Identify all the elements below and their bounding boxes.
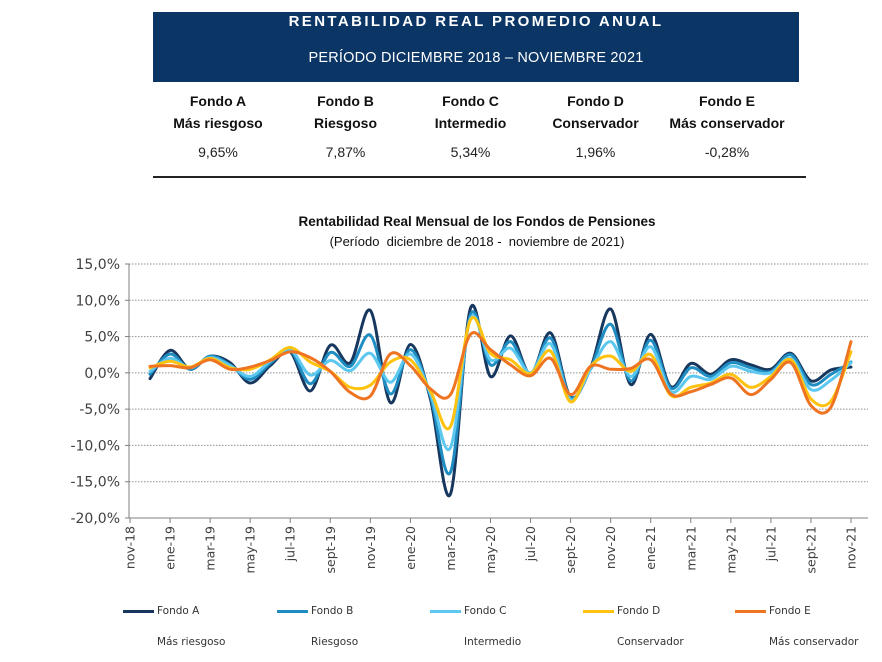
fund-profile: Más conservador — [669, 115, 785, 131]
x-tick-label: ene-20 — [403, 526, 418, 570]
y-tick-label: -15,0% — [70, 475, 120, 491]
x-tick-label: sept-19 — [323, 526, 338, 574]
x-tick-label: mar-21 — [683, 526, 698, 571]
x-tick-label: jul-19 — [283, 526, 298, 562]
y-tick-label: 0,0% — [84, 366, 120, 382]
legend-description: Intermedio — [464, 636, 522, 648]
legend-label: Fondo A — [157, 605, 200, 617]
fund-profile: Riesgoso — [313, 115, 377, 131]
y-tick-label: 15,0% — [76, 257, 120, 273]
y-tick-label: 10,0% — [76, 293, 120, 309]
fund-return-value: 5,34% — [450, 144, 491, 160]
fund-name: Fondo D — [567, 93, 624, 109]
legend-label: Fondo E — [769, 605, 811, 617]
legend-description: Riesgoso — [311, 636, 359, 648]
series-line-fondo-e — [148, 331, 853, 415]
legend-label: Fondo D — [617, 605, 661, 617]
x-tick-label: sept-20 — [563, 526, 578, 574]
fund-profile: Conservador — [552, 115, 639, 131]
summary-column-fondo-e: Fondo E Más conservador -0,28% — [658, 90, 796, 163]
y-tick-label: -5,0% — [79, 402, 120, 418]
series-line-fondo-a — [148, 303, 853, 498]
fund-return-value: 9,65% — [198, 144, 238, 160]
x-tick-label: nov-21 — [844, 526, 859, 569]
chart-title: Rentabilidad Real Mensual de los Fondos … — [298, 214, 656, 229]
y-tick-label: -20,0% — [70, 511, 120, 527]
series-line-fondo-b — [148, 310, 853, 476]
x-tick-label: may-21 — [723, 526, 738, 573]
x-tick-label: nov-20 — [603, 526, 618, 569]
legend-label: Fondo C — [464, 605, 507, 617]
legend-description: Conservador — [617, 636, 684, 648]
header-banner: RENTABILIDAD REAL PROMEDIO ANUAL PERÍODO… — [153, 12, 799, 82]
legend-label: Fondo B — [311, 605, 354, 617]
legend-line-swatch — [583, 610, 614, 613]
fund-return-value: 1,96% — [575, 144, 616, 160]
header-title: RENTABILIDAD REAL PROMEDIO ANUAL — [288, 13, 664, 30]
fund-return-value: 7,87% — [325, 144, 366, 160]
x-tick-label: jul-21 — [763, 526, 778, 562]
x-tick-label: jul-20 — [523, 526, 538, 562]
x-tick-label: nov-18 — [123, 526, 138, 569]
fund-name: Fondo C — [442, 93, 499, 109]
header-period: PERÍODO DICIEMBRE 2018 – NOVIEMBRE 2021 — [308, 50, 644, 66]
fund-profile: Intermedio — [434, 115, 507, 131]
fund-profile: Más riesgoso — [173, 115, 263, 131]
legend-line-swatch — [123, 610, 154, 613]
x-tick-label: mar-19 — [203, 526, 218, 571]
fund-return-value: -0,28% — [704, 144, 750, 160]
legend-line-swatch — [277, 610, 308, 613]
legend-description: Más riesgoso — [157, 636, 226, 648]
legend-line-swatch — [430, 610, 461, 613]
y-tick-label: -10,0% — [70, 438, 120, 454]
summary-column-fondo-c: Fondo C Intermedio 5,34% — [408, 90, 533, 163]
summary-divider — [153, 176, 806, 178]
summary-column-fondo-a: Fondo A Más riesgoso 9,65% — [153, 90, 283, 163]
summary-column-fondo-d: Fondo D Conservador 1,96% — [533, 90, 658, 163]
x-tick-label: may-20 — [483, 526, 498, 573]
annual-return-summary: Fondo A Más riesgoso 9,65% Fondo B Riesg… — [153, 90, 796, 163]
x-tick-label: sept-21 — [803, 526, 818, 573]
y-tick-label: 5,0% — [84, 330, 120, 346]
summary-column-fondo-b: Fondo B Riesgoso 7,87% — [283, 90, 408, 163]
legend-description: Más conservador — [769, 636, 859, 648]
legend-line-swatch — [735, 610, 766, 613]
x-tick-label: may-19 — [243, 526, 258, 573]
x-tick-label: mar-20 — [443, 526, 458, 571]
fund-name: Fondo A — [189, 93, 247, 109]
fund-name: Fondo B — [317, 93, 374, 109]
x-tick-label: ene-19 — [163, 526, 178, 570]
x-tick-label: ene-21 — [643, 526, 658, 570]
x-tick-label: nov-19 — [363, 526, 378, 569]
chart-subtitle: (Período diciembre de 2018 - noviembre d… — [329, 234, 625, 249]
fund-name: Fondo E — [699, 93, 755, 109]
